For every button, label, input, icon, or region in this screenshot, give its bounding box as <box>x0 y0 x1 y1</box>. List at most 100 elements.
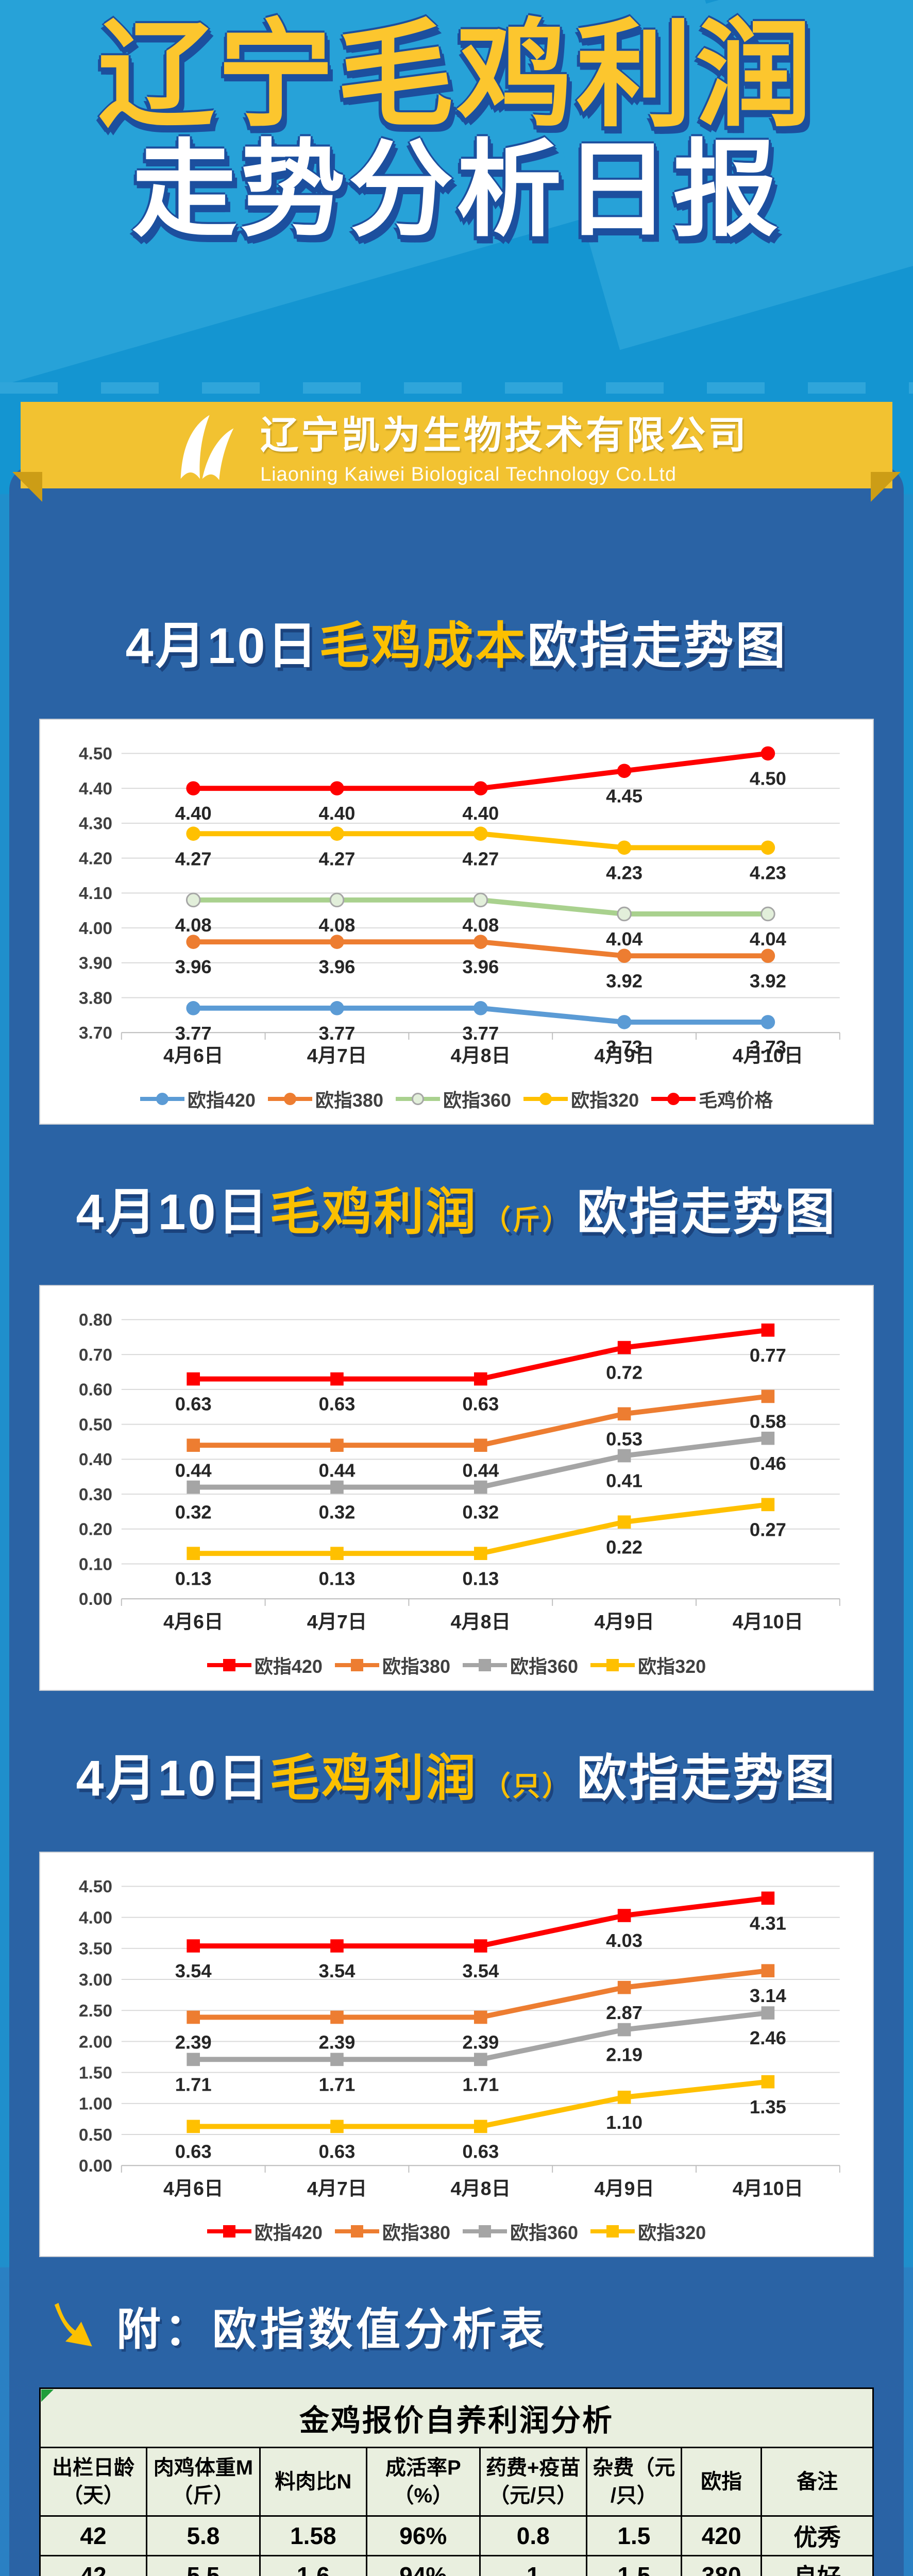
svg-text:4.10: 4.10 <box>79 884 112 903</box>
svg-text:3.80: 3.80 <box>79 989 112 1008</box>
chart-card: 0.00 0.10 0.20 0.30 0.40 0.50 0.60 0.70 0.80 4月6日… <box>39 1285 874 1691</box>
table-cell: 42 <box>39 2515 147 2557</box>
svg-text:4.04: 4.04 <box>606 928 643 950</box>
svg-text:4.04: 4.04 <box>750 928 787 950</box>
svg-text:4.27: 4.27 <box>319 848 356 869</box>
legend-label: 欧指380 <box>382 2222 450 2244</box>
svg-text:0.22: 0.22 <box>606 1537 643 1558</box>
legend-item: 欧指380 <box>334 1652 450 1679</box>
chart-title-suffix: 欧指走势图 <box>527 617 788 674</box>
svg-text:1.00: 1.00 <box>79 2094 112 2113</box>
svg-text:2.39: 2.39 <box>175 2031 212 2053</box>
svg-text:4月6日: 4月6日 <box>163 1044 223 1066</box>
legend-label: 欧指360 <box>510 1656 579 1677</box>
svg-text:0.44: 0.44 <box>462 1460 499 1481</box>
chart-title-suffix: 欧指走势图 <box>577 1750 837 1807</box>
table-cell: 1.5 <box>585 2555 683 2576</box>
table-cell: 5.5 <box>145 2555 261 2576</box>
svg-text:4.31: 4.31 <box>750 1912 786 1934</box>
svg-text:2.39: 2.39 <box>319 2031 356 2053</box>
legend-label: 欧指320 <box>571 1089 639 1111</box>
company-name-block: 辽宁凯为生物技术有限公司 Liaoning Kaiwei Biological … <box>260 404 749 486</box>
svg-text:3.14: 3.14 <box>750 1985 787 2006</box>
legend-item: 欧指420 <box>140 1086 256 1112</box>
circle-marker-icon <box>267 1092 312 1106</box>
square-marker-icon <box>590 2225 635 2238</box>
poster-title-line1: 辽宁毛鸡利润 <box>97 10 815 140</box>
svg-text:1.35: 1.35 <box>750 2096 786 2117</box>
svg-text:0.77: 0.77 <box>750 1345 786 1366</box>
svg-text:0.58: 0.58 <box>750 1411 786 1432</box>
svg-text:4.23: 4.23 <box>750 862 786 883</box>
poster-title-line2: 走势分析日报 <box>132 131 781 249</box>
svg-text:4月6日: 4月6日 <box>163 1611 223 1633</box>
svg-text:2.46: 2.46 <box>750 2027 786 2048</box>
svg-text:1.71: 1.71 <box>175 2074 212 2095</box>
table-cell: 420 <box>681 2515 763 2557</box>
svg-text:2.39: 2.39 <box>462 2031 499 2053</box>
svg-text:0.63: 0.63 <box>319 2141 356 2162</box>
table-cell: 良好 <box>760 2555 874 2576</box>
line-chart: 3.70 3.80 3.90 4.00 4.10 4.20 4.30 4.40 4.50 4月6日… <box>79 744 840 1066</box>
svg-text:2.19: 2.19 <box>606 2044 643 2065</box>
svg-text:0.00: 0.00 <box>79 2157 112 2176</box>
legend-label: 欧指420 <box>187 1089 256 1111</box>
svg-text:4月7日: 4月7日 <box>307 1044 367 1066</box>
chart-title-highlight: 毛鸡利润 <box>269 1183 478 1240</box>
table-title: 金鸡报价自养利润分析 <box>39 2387 874 2449</box>
column-header: 药费+疫苗 （元/只） <box>479 2447 587 2517</box>
svg-text:1.10: 1.10 <box>606 2111 643 2132</box>
table-cell: 380 <box>681 2555 763 2576</box>
line-chart: 0.00 0.10 0.20 0.30 0.40 0.50 0.60 0.70 0.80 4月6日… <box>79 1311 840 1633</box>
table-cell: 优秀 <box>760 2515 874 2557</box>
svg-text:0.32: 0.32 <box>462 1502 499 1523</box>
square-marker-icon <box>463 1658 507 1672</box>
svg-text:1.71: 1.71 <box>319 2074 356 2095</box>
svg-text:4.40: 4.40 <box>319 803 356 824</box>
legend-label: 欧指360 <box>443 1089 512 1111</box>
circle-marker-icon <box>523 1092 568 1106</box>
table-cell: 1 <box>479 2555 587 2576</box>
square-marker-icon <box>207 2225 251 2238</box>
svg-text:4月9日: 4月9日 <box>594 1611 654 1633</box>
chart-section-profit-jin: 4月10日毛鸡利润 （斤） 欧指走势图 0.00 0.10 0.20 0.30 0.40 0.… <box>9 1171 904 1691</box>
mosaic-decoration <box>0 382 913 394</box>
svg-text:3.54: 3.54 <box>175 1960 212 1981</box>
svg-text:0.13: 0.13 <box>462 1568 499 1589</box>
legend-label: 欧指320 <box>638 2222 706 2244</box>
svg-text:4月7日: 4月7日 <box>307 2177 367 2199</box>
svg-text:0.30: 0.30 <box>79 1485 112 1504</box>
legend-item: 欧指380 <box>267 1086 383 1112</box>
svg-text:3.73: 3.73 <box>750 1037 786 1058</box>
legend-label: 欧指320 <box>638 1656 706 1677</box>
attachment-label: 附：欧指数值分析表 <box>116 2305 548 2355</box>
svg-text:0.46: 0.46 <box>750 1453 786 1474</box>
svg-text:2.87: 2.87 <box>606 2002 643 2023</box>
legend-label: 欧指420 <box>254 1656 323 1677</box>
chart-card: 3.70 3.80 3.90 4.00 4.10 4.20 4.30 4.40 4.50 4月6日… <box>39 719 874 1125</box>
svg-text:4.08: 4.08 <box>319 914 356 936</box>
legend-label: 欧指420 <box>254 2222 323 2244</box>
table-cell: 1.5 <box>585 2515 683 2557</box>
legend-item: 欧指360 <box>463 2218 578 2245</box>
column-header: 料肉比N <box>259 2447 367 2517</box>
chart-legend: 欧指420 欧指380 欧指360 欧指320 毛鸡价格 <box>45 1083 868 1121</box>
svg-text:4.40: 4.40 <box>462 803 499 824</box>
column-header: 肉鸡体重M （斤） <box>145 2447 261 2517</box>
svg-text:0.44: 0.44 <box>319 1460 356 1481</box>
table-cell: 0.8 <box>479 2515 587 2557</box>
svg-text:4月8日: 4月8日 <box>451 2177 511 2199</box>
square-marker-icon <box>590 1658 635 1672</box>
chart-title: 4月10日毛鸡利润 （斤） 欧指走势图 <box>9 1171 904 1244</box>
square-marker-icon <box>463 2225 507 2238</box>
legend-item: 欧指320 <box>523 1086 639 1112</box>
table-cell: 5.8 <box>145 2515 261 2557</box>
legend-label: 欧指360 <box>510 2222 579 2244</box>
svg-text:4.00: 4.00 <box>79 1908 112 1927</box>
svg-text:4.08: 4.08 <box>175 914 212 936</box>
legend-label: 毛鸡价格 <box>699 1089 773 1111</box>
column-header: 出栏日龄 （天） <box>39 2447 147 2517</box>
svg-text:4.40: 4.40 <box>79 779 112 799</box>
svg-text:0.10: 0.10 <box>79 1555 112 1574</box>
svg-text:0.60: 0.60 <box>79 1381 112 1400</box>
